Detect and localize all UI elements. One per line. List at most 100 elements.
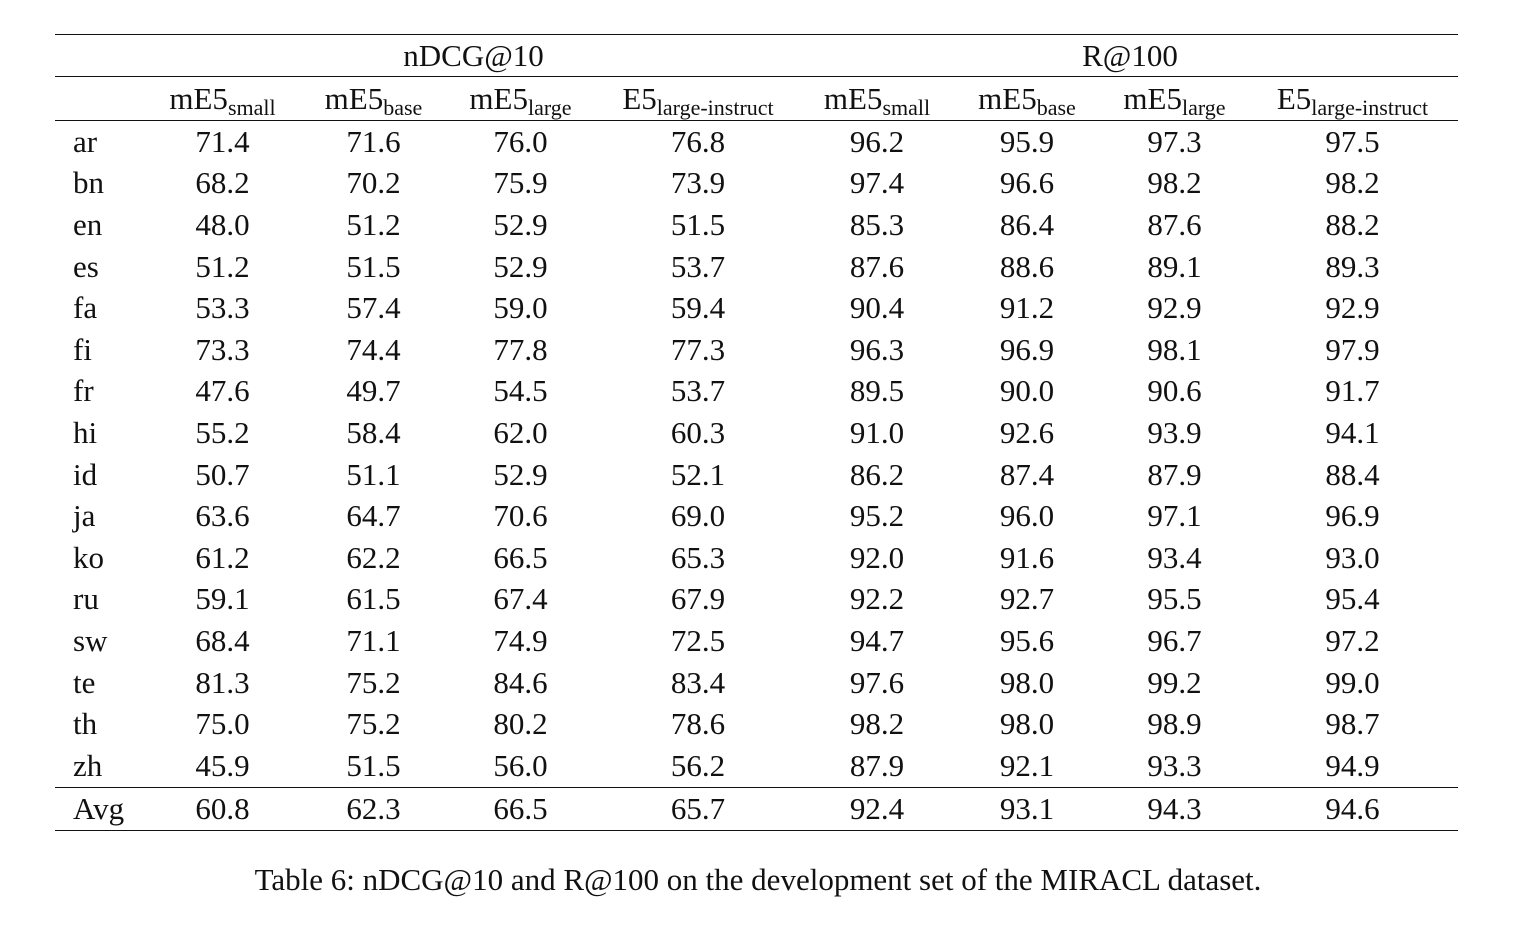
table-cell: 61.2	[195, 539, 250, 575]
table-cell: 88.6	[999, 248, 1055, 284]
table-row: es 51.2 51.5 52.9 53.7 87.6 88.6 89.1 89.3	[55, 246, 1458, 288]
column-header-size: large-instruct	[1311, 94, 1429, 120]
table-cell: 87.9	[849, 747, 905, 783]
table-cell: 97.4	[849, 165, 905, 201]
row-label: Avg	[55, 786, 145, 831]
row-label: ja	[73, 498, 96, 534]
table-cell: 70.6	[493, 498, 548, 534]
column-header: E5large-instruct	[594, 76, 802, 121]
table-cell: 91.6	[999, 539, 1055, 575]
table-cell: 94.1	[1325, 414, 1380, 450]
table-cell: 71.1	[346, 622, 401, 658]
table-cell: 76.0	[493, 123, 548, 159]
table-row: ja 63.6 64.7 70.6 69.0 95.2 96.0 97.1 96.9	[55, 495, 1458, 537]
table-cell: 77.3	[670, 331, 726, 367]
table-cell: 78.6	[670, 706, 726, 742]
table-cell: 52.9	[493, 248, 548, 284]
table-cell: 92.4	[802, 786, 952, 831]
table-cell: 99.2	[1147, 664, 1202, 700]
column-header-size: small	[882, 94, 931, 120]
table-cell: 87.6	[1147, 206, 1202, 242]
table-cell: 77.8	[493, 331, 548, 367]
table-cell: 66.5	[447, 786, 594, 831]
table-cell: 62.0	[493, 414, 548, 450]
row-label: fa	[73, 290, 98, 326]
table-cell: 98.0	[999, 664, 1055, 700]
table-cell: 83.4	[670, 664, 726, 700]
table-cell: 52.1	[670, 456, 726, 492]
table-cell: 60.3	[670, 414, 726, 450]
table-cell: 89.3	[1325, 248, 1380, 284]
table-caption: Table 6: nDCG@10 and R@100 on the develo…	[254, 862, 1262, 897]
table-cell: 72.5	[670, 622, 726, 658]
table-cell: 99.0	[1325, 664, 1380, 700]
row-label: ru	[73, 581, 99, 617]
column-header: mE5large	[1102, 76, 1247, 121]
table-cell: 92.6	[999, 414, 1055, 450]
table-cell: 75.2	[346, 664, 401, 700]
table-cell: 87.6	[849, 248, 905, 284]
row-label: th	[73, 706, 98, 742]
table-cell: 95.5	[1147, 581, 1202, 617]
group-ndcg: nDCG@10	[145, 34, 802, 77]
table-cell: 51.1	[346, 456, 401, 492]
table-cell: 65.3	[670, 539, 726, 575]
table-cell: 91.2	[999, 290, 1055, 326]
table-cell: 64.7	[346, 498, 401, 534]
table-cell: 96.6	[999, 165, 1055, 201]
column-header-model: mE5	[978, 80, 1037, 116]
row-label: te	[73, 664, 96, 700]
table-cell: 71.6	[346, 123, 401, 159]
table-row: zh 45.9 51.5 56.0 56.2 87.9 92.1 93.3 94.9	[55, 745, 1458, 787]
table-cell: 92.1	[999, 747, 1055, 783]
table-cell: 59.0	[493, 290, 548, 326]
column-header: mE5large	[447, 76, 594, 121]
table-cell: 91.0	[849, 414, 905, 450]
table-cell: 51.2	[346, 206, 401, 242]
table-cell: 93.1	[952, 786, 1102, 831]
column-header-model: mE5	[324, 80, 384, 116]
row-label: fi	[73, 331, 92, 367]
table-cell: 73.3	[195, 331, 250, 367]
table-cell: 51.5	[346, 747, 401, 783]
table-cell: 92.7	[999, 581, 1055, 617]
table-cell: 61.5	[346, 581, 401, 617]
table-cell: 52.9	[493, 456, 548, 492]
table-cell: 98.9	[1147, 706, 1202, 742]
row-label: fr	[73, 373, 94, 409]
row-label: hi	[73, 414, 98, 450]
table-row: te 81.3 75.2 84.6 83.4 97.6 98.0 99.2 99.0	[55, 662, 1458, 704]
column-header-model: mE5	[469, 80, 528, 116]
table-cell: 51.5	[346, 248, 401, 284]
column-header: mE5small	[802, 76, 952, 121]
row-label: ar	[73, 123, 98, 159]
average-row: Avg 60.8 62.3 66.5 65.7 92.4 93.1 94.3 94.6	[55, 786, 1458, 831]
table-row: ko 61.2 62.2 66.5 65.3 92.0 91.6 93.4 93.0	[55, 537, 1458, 579]
table-cell: 67.4	[493, 581, 548, 617]
table-cell: 97.2	[1325, 622, 1380, 658]
table-cell: 97.6	[849, 664, 905, 700]
column-header: mE5base	[952, 76, 1102, 121]
table-cell: 95.4	[1325, 581, 1380, 617]
table-cell: 92.9	[1147, 290, 1202, 326]
table-row: bn 68.2 70.2 75.9 73.9 97.4 96.6 98.2 98.2	[55, 163, 1458, 205]
table-cell: 68.4	[195, 622, 250, 658]
table-row: fr 47.6 49.7 54.5 53.7 89.5 90.0 90.6 91.7	[55, 371, 1458, 413]
table-cell: 50.7	[195, 456, 250, 492]
row-label: sw	[73, 622, 108, 658]
table-cell: 93.0	[1325, 539, 1380, 575]
table-cell: 60.8	[145, 786, 300, 831]
table-cell: 49.7	[346, 373, 401, 409]
table-cell: 59.1	[195, 581, 250, 617]
table-cell: 95.9	[999, 123, 1055, 159]
row-label: zh	[73, 747, 103, 783]
table-cell: 54.5	[493, 373, 548, 409]
table-cell: 51.5	[670, 206, 726, 242]
column-header-model: E5	[622, 80, 657, 116]
table-cell: 94.7	[849, 622, 905, 658]
table-cell: 53.7	[670, 248, 726, 284]
table-cell: 92.0	[849, 539, 905, 575]
table-cell: 73.9	[670, 165, 726, 201]
table-cell: 93.3	[1147, 747, 1202, 783]
column-header: mE5small	[145, 76, 300, 121]
